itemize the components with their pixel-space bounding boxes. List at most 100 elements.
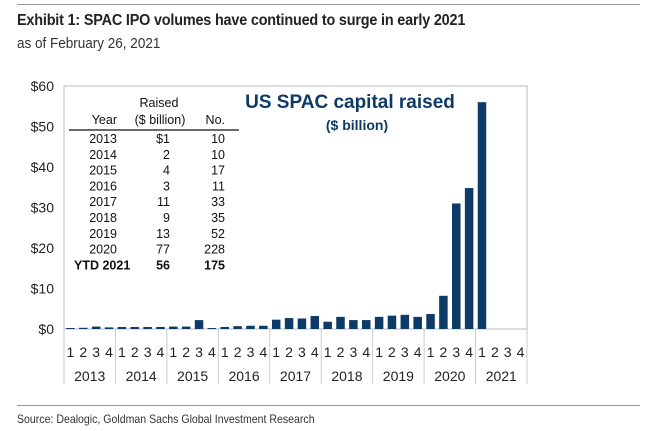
- bar: [233, 326, 242, 329]
- quarter-label: 3: [92, 344, 100, 360]
- table-cell-count: 11: [212, 179, 225, 193]
- quarter-label: 3: [298, 344, 306, 360]
- quarter-label: 4: [517, 344, 525, 360]
- table-cell-count: 10: [211, 148, 225, 162]
- chart-title: Exhibit 1: SPAC IPO volumes have continu…: [17, 12, 466, 29]
- table-cell-raised: 4: [163, 164, 170, 178]
- quarter-label: 2: [234, 344, 242, 360]
- bar: [194, 320, 204, 329]
- quarter-label: 3: [349, 344, 357, 360]
- quarter-label: 1: [221, 344, 229, 360]
- bar: [310, 316, 320, 329]
- bar: [117, 326, 127, 329]
- table-cell-raised: 11: [157, 195, 170, 209]
- quarter-label: 1: [427, 344, 435, 360]
- bar: [79, 327, 88, 329]
- quarter-label: 2: [79, 344, 87, 360]
- quarter-label: 2: [491, 344, 499, 360]
- table-cell-count: 228: [204, 243, 225, 257]
- year-label: 2021: [486, 368, 517, 384]
- bar: [387, 315, 397, 329]
- table-cell-year: 2019: [89, 227, 117, 241]
- table-cell-year: 2018: [89, 211, 117, 225]
- quarter-label: 2: [388, 344, 396, 360]
- plot-frame: [63, 85, 528, 330]
- bar: [297, 318, 307, 329]
- quarter-label: 3: [452, 344, 460, 360]
- year-label: 2014: [126, 368, 157, 384]
- chart-annotation: US SPAC capital raised: [245, 92, 455, 113]
- table-cell-raised: 9: [163, 211, 170, 225]
- year-label: 2018: [331, 368, 362, 384]
- bar: [130, 326, 139, 329]
- quarter-label: 2: [285, 344, 293, 360]
- year-label: 2017: [280, 368, 311, 384]
- bar: [477, 102, 487, 329]
- table-cell-year: 2016: [89, 179, 117, 193]
- bar: [271, 319, 281, 329]
- top-rule: [17, 4, 640, 5]
- y-tick-label: $10: [31, 281, 55, 297]
- quarter-label: 4: [105, 344, 113, 360]
- bar: [361, 320, 371, 329]
- table-cell-raised: 13: [156, 227, 170, 241]
- table-cell-raised: 3: [163, 179, 170, 193]
- bar: [336, 316, 345, 329]
- table-header-count: No.: [206, 113, 225, 127]
- table-cell-year: 2013: [89, 132, 117, 146]
- bar: [66, 328, 75, 329]
- bar: [400, 314, 410, 329]
- table-cell-year: 2014: [89, 148, 117, 162]
- quarter-label: 4: [414, 344, 422, 360]
- bar: [91, 326, 101, 329]
- chart-subtitle: as of February 26, 2021: [17, 35, 161, 52]
- quarter-label: 2: [440, 344, 448, 360]
- table-cell-count: 10: [211, 132, 225, 146]
- bar: [246, 325, 255, 329]
- table-cell-count: 33: [211, 195, 225, 209]
- bar: [284, 318, 294, 329]
- quarter-label: 3: [401, 344, 409, 360]
- quarter-label: 1: [169, 344, 177, 360]
- quarter-label: 3: [247, 344, 255, 360]
- bar: [323, 321, 332, 329]
- quarter-label: 1: [324, 344, 332, 360]
- quarter-label: 4: [208, 344, 216, 360]
- quarter-label: 4: [465, 344, 473, 360]
- quarter-label: 4: [157, 344, 165, 360]
- bar: [452, 203, 461, 329]
- year-label: 2013: [74, 368, 105, 384]
- source-note: Source: Dealogic, Goldman Sachs Global I…: [17, 412, 315, 426]
- bar: [104, 327, 114, 329]
- bar: [349, 320, 358, 329]
- bar: [413, 316, 422, 329]
- quarter-label: 1: [67, 344, 75, 360]
- table-cell-count: 35: [211, 211, 225, 225]
- bar: [220, 326, 230, 329]
- quarter-label: 1: [478, 344, 486, 360]
- y-tick-label: $20: [31, 240, 55, 256]
- bar: [439, 295, 448, 329]
- bar: [181, 326, 191, 329]
- table-cell-raised: $1: [156, 132, 170, 146]
- chart-annotation-unit: ($ billion): [326, 117, 388, 133]
- year-label: 2020: [434, 368, 465, 384]
- table-cell-year: YTD 2021: [74, 258, 130, 272]
- bar: [156, 326, 165, 329]
- quarter-label: 3: [144, 344, 152, 360]
- quarter-label: 1: [375, 344, 383, 360]
- bar: [464, 188, 474, 329]
- bar: [143, 326, 152, 329]
- y-tick-label: $0: [38, 321, 54, 337]
- table-cell-count: 17: [211, 164, 225, 178]
- bar: [169, 326, 178, 329]
- bottom-rule: [17, 405, 640, 406]
- table-header-year: Year: [92, 113, 117, 127]
- bar: [259, 325, 268, 329]
- bar: [374, 316, 384, 329]
- quarter-label: 3: [195, 344, 203, 360]
- quarter-label: 4: [259, 344, 267, 360]
- y-tick-label: $50: [31, 119, 55, 135]
- year-label: 2015: [177, 368, 208, 384]
